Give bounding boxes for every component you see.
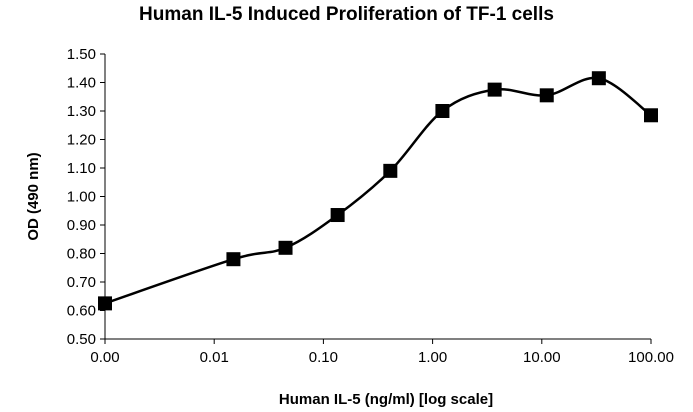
data-point xyxy=(226,252,241,267)
x-tick-label: 100.00 xyxy=(628,349,674,366)
y-tick-label: 0.90 xyxy=(67,217,96,234)
y-tick-label: 0.80 xyxy=(67,246,96,263)
y-tick-label: 1.00 xyxy=(67,189,96,206)
data-point xyxy=(435,104,450,118)
x-axis-label: Human IL-5 (ng/ml) [log scale] xyxy=(279,391,493,408)
data-point xyxy=(539,88,554,103)
y-tick-label: 1.50 xyxy=(67,46,96,63)
data-point xyxy=(487,82,502,97)
x-tick-label: 1.00 xyxy=(418,349,447,366)
chart-title: Human IL-5 Induced Proliferation of TF-1… xyxy=(139,4,554,25)
data-point xyxy=(591,71,606,86)
data-point xyxy=(644,108,658,123)
data-point xyxy=(330,208,345,223)
axes xyxy=(100,53,652,344)
x-tick-label: 10.00 xyxy=(523,349,561,366)
data-point xyxy=(98,296,112,311)
x-tick-label: 0.00 xyxy=(90,349,119,366)
y-tick-label: 1.30 xyxy=(67,103,96,120)
y-tick-label: 0.60 xyxy=(67,303,96,320)
x-tick-label: 0.01 xyxy=(200,349,229,366)
y-tick-label: 1.10 xyxy=(67,160,96,177)
data-markers xyxy=(98,71,658,311)
series-line xyxy=(104,76,652,305)
y-tick-label: 0.50 xyxy=(67,331,96,348)
y-tick-label: 0.70 xyxy=(67,274,96,291)
y-axis-label: OD (490 nm) xyxy=(25,152,42,240)
data-point xyxy=(383,163,398,178)
y-tick-label: 1.40 xyxy=(67,75,96,92)
x-tick-label: 0.10 xyxy=(309,349,338,366)
data-point xyxy=(278,240,293,255)
tick-labels: 0.50 0.60 0.70 0.80 0.90 1.00 1.10 1.20 1.30 1.40… xyxy=(67,46,674,366)
y-tick-label: 1.20 xyxy=(67,132,96,149)
